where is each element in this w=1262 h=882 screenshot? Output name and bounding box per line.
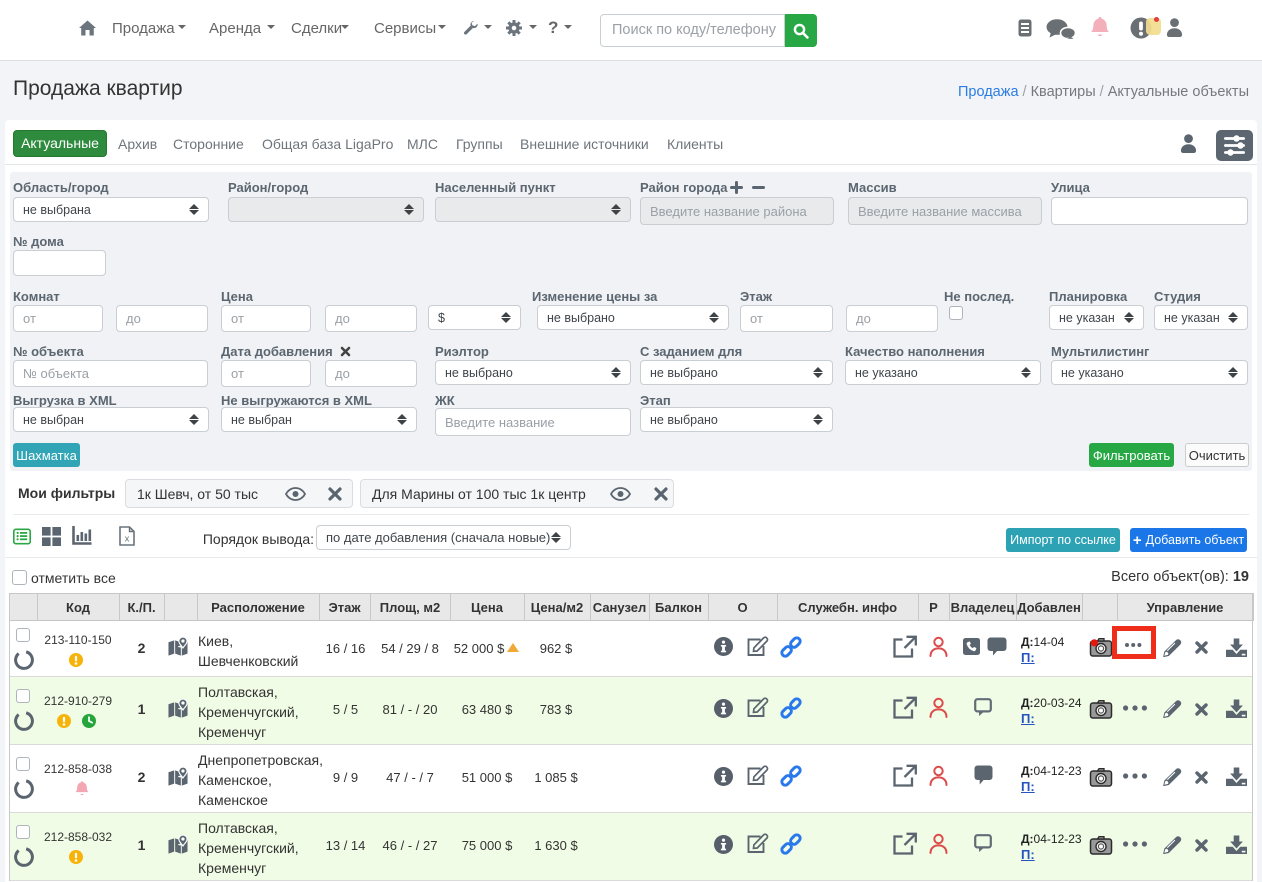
svg-text:x: x (125, 534, 130, 545)
